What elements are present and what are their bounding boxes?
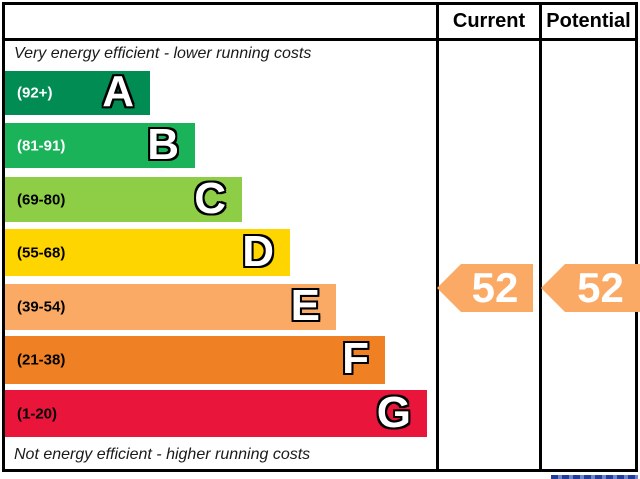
band-a-range: (92+) xyxy=(17,84,53,102)
current-rating-value: 52 xyxy=(471,264,519,311)
band-f: (21-38) F xyxy=(5,336,385,384)
band-f-range: (21-38) xyxy=(17,351,66,369)
potential-rating-value: 52 xyxy=(577,264,624,311)
band-d-letter: D xyxy=(242,226,274,276)
chart-outer-border xyxy=(2,2,638,472)
potential-column-header: Potential xyxy=(546,10,631,32)
band-e: (39-54) E xyxy=(5,284,336,330)
potential-rating-arrow: 52 xyxy=(541,264,640,312)
band-c-range: (69-80) xyxy=(17,191,66,208)
band-e-letter: E xyxy=(290,281,320,331)
band-g-range: (1-20) xyxy=(17,405,58,422)
band-d: (55-68) D xyxy=(5,229,290,276)
band-b-range: (81-91) xyxy=(17,137,66,154)
potential-column-divider xyxy=(539,5,542,469)
band-g: (1-20) G xyxy=(5,390,427,437)
band-g-letter: G xyxy=(376,387,411,437)
current-rating-arrow: 52 xyxy=(437,264,533,312)
bottom-caption: Not energy efficient - higher running co… xyxy=(14,446,311,463)
current-column-header: Current xyxy=(452,10,526,32)
top-caption: Very energy efficient - lower running co… xyxy=(14,45,312,62)
band-a: (92+) A xyxy=(5,67,150,117)
band-f-letter: F xyxy=(342,334,369,384)
band-a-letter: A xyxy=(102,67,134,117)
band-b-letter: B xyxy=(147,119,179,169)
current-column-divider xyxy=(436,5,439,469)
header-divider-line xyxy=(5,38,635,41)
band-d-range: (55-68) xyxy=(17,244,66,261)
band-c: (69-80) C xyxy=(5,173,242,223)
eu-label-edge xyxy=(551,475,638,479)
band-b: (81-91) B xyxy=(5,119,195,169)
band-e-range: (39-54) xyxy=(17,298,66,316)
band-c-letter: C xyxy=(194,173,226,223)
